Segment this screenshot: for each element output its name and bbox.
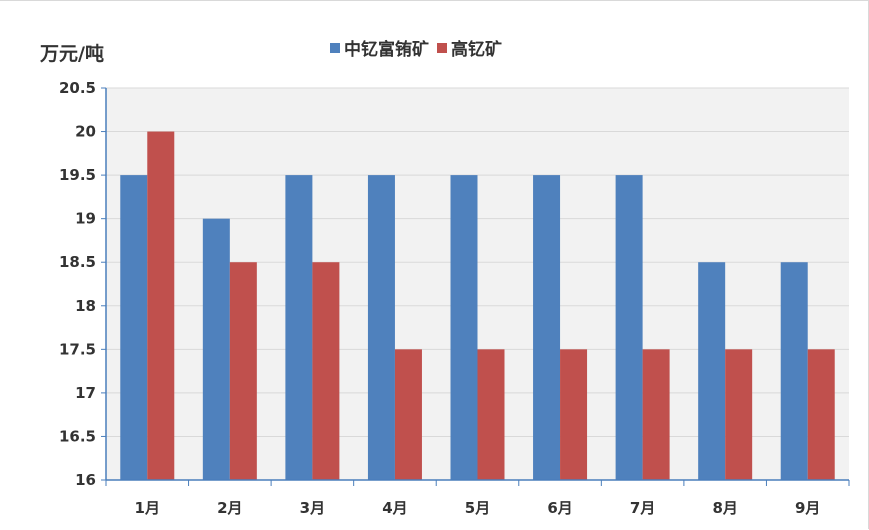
x-tick-label: 8月 — [712, 499, 737, 517]
y-tick-label: 18 — [75, 297, 96, 315]
bar-series-1 — [367, 175, 395, 480]
bar-series-1 — [202, 218, 230, 480]
bar-series-1 — [780, 262, 808, 480]
y-tick-label: 20.5 — [59, 79, 96, 97]
bar-series-2 — [642, 349, 670, 480]
legend-item-series-2: 高钇矿 — [437, 35, 502, 60]
x-tick-label: 4月 — [382, 499, 407, 517]
legend-label-series-1: 中钇富铕矿 — [344, 40, 429, 60]
bar-series-2 — [477, 349, 505, 480]
legend-label-series-2: 高钇矿 — [451, 40, 502, 60]
y-tick-label: 16.5 — [59, 427, 96, 445]
bar-series-2 — [312, 262, 340, 480]
bar-series-2 — [807, 349, 835, 480]
y-axis-unit-label: 万元/吨 — [40, 43, 104, 65]
legend-item-series-1: 中钇富铕矿 — [330, 35, 429, 60]
bar-series-2 — [394, 349, 422, 480]
y-tick-label: 17 — [75, 384, 96, 402]
x-tick-label: 6月 — [547, 499, 572, 517]
y-tick-label: 20 — [75, 123, 96, 141]
bar-series-1 — [615, 175, 643, 480]
x-tick-label: 5月 — [465, 499, 490, 517]
y-tick-label: 17.5 — [59, 340, 96, 358]
bar-series-2 — [147, 131, 175, 481]
x-tick-label: 3月 — [300, 499, 325, 517]
y-tick-label: 16 — [75, 471, 96, 489]
bar-series-1 — [450, 175, 478, 480]
bar-series-1 — [698, 262, 726, 480]
x-tick-label: 2月 — [217, 499, 242, 517]
legend-swatch-series-2 — [437, 42, 447, 53]
y-tick-label: 19 — [75, 210, 96, 228]
bar-series-2 — [560, 349, 588, 480]
y-tick-label: 19.5 — [59, 166, 96, 184]
bar-series-1 — [533, 175, 561, 480]
y-tick-label: 18.5 — [59, 253, 96, 271]
bar-series-2 — [725, 349, 753, 480]
legend: 中钇富铕矿 高钇矿 — [330, 35, 502, 60]
x-tick-label: 1月 — [135, 499, 160, 517]
legend-swatch-series-1 — [330, 42, 340, 53]
bar-series-1 — [285, 175, 313, 480]
x-tick-label: 7月 — [630, 499, 655, 517]
bar-series-2 — [229, 262, 257, 480]
bar-series-1 — [120, 175, 148, 480]
x-tick-label: 9月 — [795, 499, 820, 517]
